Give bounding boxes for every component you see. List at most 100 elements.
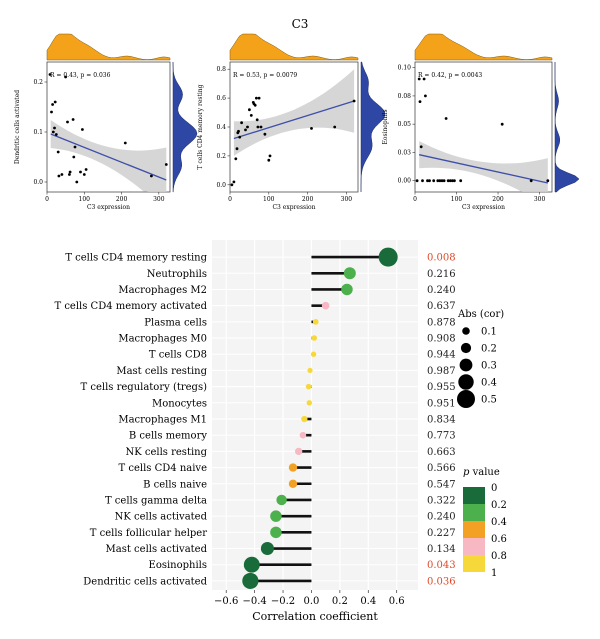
row-label: Mast cells resting (116, 366, 207, 377)
lollipop-dot (306, 400, 313, 406)
data-point (259, 125, 263, 129)
row-pvalue: 0.955 (427, 382, 456, 393)
data-point (84, 168, 88, 171)
lollipop-dot (343, 267, 356, 280)
data-point (234, 157, 238, 161)
data-point (310, 126, 313, 130)
data-point (440, 179, 444, 183)
data-point (256, 125, 260, 129)
lollipop-row: T cells gamma delta 0.322 (105, 494, 456, 506)
x-tick-label: 300 (153, 196, 165, 203)
data-point (268, 154, 272, 158)
row-label: Monocytes (152, 398, 207, 409)
regression-line (50, 133, 167, 181)
x-tick-label: 0.4 (360, 596, 376, 607)
scatter-panel-cd4: R = 0.53, p = 0.0079 0 100 200 300 0.0 0.2 0.4 0… (197, 33, 386, 211)
scatter-panel-dc: R = 0.43, p = 0.036 0 100 200 300 0.0 0.1 0.2 C3… (14, 33, 198, 211)
data-point (244, 128, 247, 132)
data-point (352, 99, 356, 103)
color-legend-label: 0.4 (491, 517, 507, 528)
row-label: T cells CD4 memory resting (65, 253, 207, 264)
data-point (422, 77, 426, 81)
data-point (53, 100, 57, 104)
lollipop-row: Mast cells resting 0.987 (116, 366, 455, 377)
y-tick-label: 0.0 (33, 179, 43, 186)
lollipop-row: B cells memory 0.773 (129, 431, 456, 442)
lollipop-row: T cells CD4 naive 0.566 (119, 463, 456, 474)
lollipop-row: T cells CD4 memory activated 0.637 (54, 301, 455, 312)
y-tick-label: 0.2 (216, 153, 226, 160)
data-point (442, 179, 446, 183)
row-label: T cells follicular helper (90, 528, 207, 539)
y-tick-label: 0.00 (398, 178, 412, 185)
lollipop-dot (305, 383, 312, 390)
row-label: NK cells activated (115, 512, 208, 523)
lollipop-dot (301, 415, 308, 423)
y-axis-label: Dendritic cells activated (14, 90, 21, 164)
size-legend-label: 0.5 (481, 395, 497, 406)
color-legend-label: 0.8 (491, 551, 507, 562)
data-point (248, 108, 251, 112)
lollipop-dot (288, 463, 298, 472)
row-label: Eosinophils (149, 560, 207, 571)
row-pvalue: 0.240 (427, 285, 456, 296)
x-tick-label: 0 (228, 196, 232, 203)
row-label: Plasma cells (144, 317, 207, 328)
x-tick-label: −0.4 (242, 596, 266, 607)
lollipop-row: Neutrophils 0.216 (147, 267, 456, 280)
x-axis-label: Correlation coefficient (252, 610, 378, 623)
color-legend-swatch (463, 521, 485, 538)
y-tick-label: 0.2 (33, 79, 43, 86)
x-tick-label: 200 (302, 196, 314, 203)
data-point (253, 103, 257, 107)
lollipop-dot (276, 494, 287, 506)
data-point (451, 179, 454, 183)
top-density (46, 33, 171, 61)
data-point (68, 173, 71, 176)
lollipop-row: Plasma cells 0.878 (144, 317, 455, 328)
row-pvalue: 0.036 (427, 576, 456, 587)
data-point (529, 179, 533, 183)
data-point (249, 114, 253, 117)
row-label: Macrophages M2 (118, 285, 207, 296)
lollipop-dot (242, 572, 259, 589)
data-point (235, 147, 239, 151)
lollipop-dot (312, 318, 319, 325)
row-pvalue: 0.227 (427, 528, 456, 539)
size-legend-label: 0.3 (481, 361, 497, 372)
data-point (500, 122, 504, 126)
data-point (57, 174, 61, 178)
scatter-panels: R = 0.43, p = 0.036 0 100 200 300 0.0 0.1 0.2 C3… (14, 33, 580, 211)
color-legend-label: 0.6 (491, 534, 507, 545)
row-label: B cells memory (129, 431, 207, 442)
data-point (428, 179, 431, 183)
data-point (53, 126, 56, 130)
row-pvalue: 0.951 (427, 398, 456, 409)
size-legend-dot (462, 327, 470, 335)
size-legend-label: 0.1 (481, 327, 497, 338)
data-point (230, 183, 234, 187)
lollipop-dot (378, 247, 398, 267)
data-point (238, 135, 242, 139)
top-density (229, 33, 359, 61)
x-axis-label: C3 expression (272, 204, 315, 211)
data-point (232, 180, 236, 184)
data-point (71, 118, 75, 121)
data-point (446, 179, 450, 183)
row-pvalue: 0.773 (427, 431, 456, 442)
data-point (333, 125, 337, 129)
lollipop-row: Eosinophils 0.043 (149, 556, 456, 573)
data-point (417, 77, 421, 81)
lollipop-row: NK cells activated 0.240 (115, 510, 456, 523)
x-axis-label: C3 expression (462, 204, 505, 211)
row-pvalue: 0.637 (427, 301, 456, 312)
color-legend-swatch (463, 487, 485, 504)
row-label: Dendritic cells activated (83, 576, 207, 587)
data-point (448, 179, 452, 183)
x-tick-label: −0.6 (214, 596, 238, 607)
row-pvalue: 0.322 (427, 495, 456, 506)
row-pvalue: 0.216 (427, 269, 456, 280)
lollipop-row: T cells follicular helper 0.227 (90, 526, 456, 539)
row-pvalue: 0.240 (427, 512, 456, 523)
